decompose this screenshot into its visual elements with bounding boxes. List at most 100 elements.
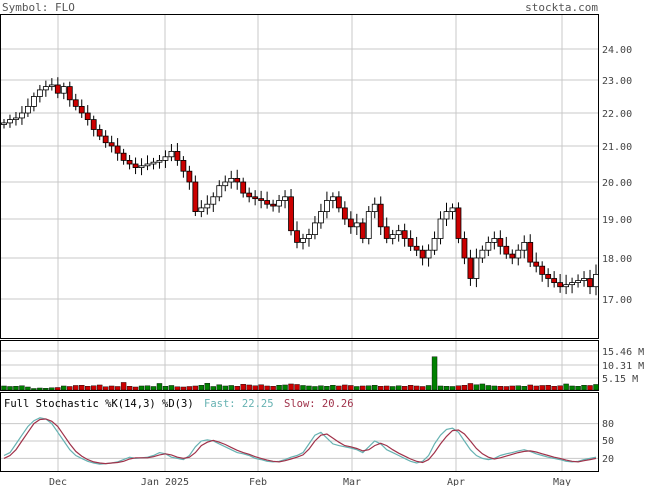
candle-up — [569, 282, 575, 286]
stochastic-panel: Full Stochastic %K(14,3) %D(3) Fast: 22.… — [0, 392, 614, 472]
candle-up — [300, 238, 306, 243]
volume-bar — [551, 386, 557, 391]
stochastic-level-20: 20 — [602, 454, 614, 465]
candle-down — [90, 119, 97, 130]
volume-bar — [348, 385, 354, 391]
volume-bar — [563, 383, 569, 391]
volume-bar — [234, 386, 240, 391]
volume-bar — [384, 385, 390, 391]
candle-up — [204, 203, 211, 209]
candle-up — [150, 161, 157, 165]
candle-down — [407, 238, 414, 247]
volume-bar — [138, 385, 145, 391]
candle-down — [288, 196, 294, 232]
candle-up — [581, 278, 587, 281]
volume-bar — [37, 387, 43, 391]
candle-down — [503, 245, 510, 255]
volume-bar — [539, 385, 545, 391]
x-axis-label: Apr — [447, 477, 465, 486]
candle-down — [551, 278, 558, 283]
candle-up — [365, 211, 372, 239]
volume-bar — [240, 383, 246, 391]
candle-down — [587, 278, 593, 288]
volume-bar — [126, 386, 133, 391]
volume-bar — [401, 386, 408, 391]
price-tick-label: 17.00 — [602, 295, 632, 306]
volume-bar — [96, 384, 103, 391]
candle-down — [294, 230, 300, 243]
volume-bar — [222, 385, 228, 391]
candle-up — [491, 238, 498, 243]
volume-bar — [276, 385, 282, 391]
candle-down — [557, 282, 564, 288]
candle-up — [7, 119, 13, 124]
volume-bar — [419, 386, 426, 391]
candle-up — [318, 211, 324, 224]
candle-down — [96, 129, 103, 137]
price-tick-label: 19.00 — [602, 215, 632, 226]
volume-bar — [216, 384, 222, 391]
candle-down — [455, 207, 462, 239]
volume-bar — [485, 385, 492, 391]
candle-down — [467, 257, 474, 279]
candle-up — [479, 249, 486, 259]
volume-bar — [174, 386, 181, 391]
candle-down — [132, 163, 139, 168]
volume-bar — [389, 386, 396, 391]
candle-down — [377, 203, 384, 228]
volume-bar — [114, 386, 121, 391]
volume-bar — [497, 386, 504, 391]
volume-bar — [342, 384, 348, 391]
candle-down — [186, 170, 193, 183]
candle-down — [174, 150, 181, 161]
candle-up — [144, 163, 151, 167]
volume-bar — [312, 386, 318, 391]
volume-bar — [449, 386, 456, 391]
volume-bar — [413, 385, 420, 391]
volume-bar — [521, 386, 527, 391]
volume-bar — [186, 386, 193, 391]
candle-down — [497, 238, 504, 247]
volume-bar — [461, 385, 468, 391]
volume-bar — [192, 385, 199, 391]
volume-bar — [354, 386, 360, 391]
volume-bar — [204, 382, 211, 391]
candle-down — [419, 249, 426, 259]
volume-bar — [533, 385, 539, 391]
candle-up — [25, 106, 31, 114]
volume-bar — [324, 386, 330, 391]
volume-bar — [306, 385, 312, 391]
candle-down — [270, 203, 276, 207]
candle-down — [234, 177, 241, 183]
volume-bar — [294, 384, 300, 391]
stochastic-panel-frame — [0, 392, 599, 472]
volume-bar — [425, 385, 432, 391]
candle-up — [431, 238, 438, 251]
volume-bar — [252, 385, 258, 391]
candle-down — [108, 142, 115, 147]
volume-bar — [491, 385, 498, 391]
volume-panel-frame — [0, 340, 599, 391]
x-axis-label: Feb — [249, 477, 267, 486]
candle-up — [515, 249, 522, 259]
volume-bar — [282, 384, 288, 391]
candle-up — [306, 234, 312, 239]
candle-down — [114, 145, 121, 154]
candle-down — [347, 218, 354, 228]
volume-tick-3: 5.15 M — [602, 374, 638, 385]
volume-bar — [527, 384, 533, 391]
candle-up — [395, 230, 402, 235]
candle-up — [228, 177, 235, 183]
candle-down — [533, 261, 540, 267]
price-panel: 24.00 23.00 22.00 21.00 20.00 19.00 18.00 17.00 — [0, 14, 632, 339]
volume-bar — [162, 386, 169, 391]
volume-bar — [407, 385, 414, 391]
volume-bar — [31, 388, 37, 391]
candle-down — [527, 241, 534, 263]
candle-down — [264, 200, 271, 205]
price-tick-label: 21.00 — [602, 142, 632, 153]
candle-down — [359, 222, 366, 239]
x-axis-labels: Dec Jan 2025 Feb Mar Apr May — [49, 477, 571, 486]
volume-bar — [372, 385, 378, 391]
volume-bar — [437, 385, 444, 391]
